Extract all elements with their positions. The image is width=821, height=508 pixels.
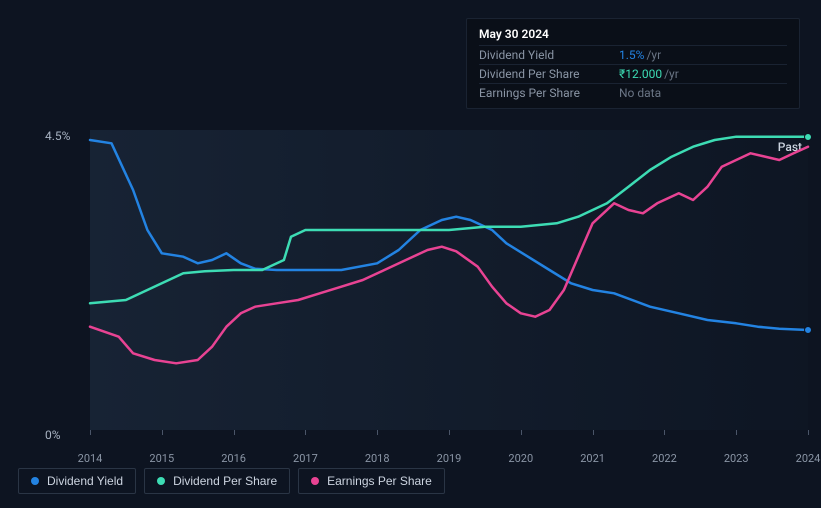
x-tick-label: 2019 [437,452,462,465]
legend-dot-icon [311,477,319,485]
legend-dot-icon [157,477,165,485]
tooltip-row-label: Dividend Per Share [479,67,619,81]
legend-label: Earnings Per Share [327,474,432,488]
x-tick-label: 2016 [221,452,246,465]
legend-label: Dividend Yield [47,474,123,488]
x-tick-label: 2017 [293,452,318,465]
legend-dot-icon [31,477,39,485]
chart-lines [90,130,808,430]
tooltip-row: Dividend Per Share₹12.000/yr [479,64,787,83]
tooltip-row-value: 1.5%/yr [619,48,787,62]
tooltip-row-value: No data [619,86,787,100]
x-tick-label: 2014 [78,452,103,465]
x-tick-label: 2015 [149,452,174,465]
tooltip-panel: May 30 2024 Dividend Yield1.5%/yrDividen… [466,18,800,109]
tooltip-row: Dividend Yield1.5%/yr [479,45,787,64]
legend-earnings-per-share[interactable]: Earnings Per Share [298,468,445,494]
y-axis-max-label: 4.5% [45,129,70,143]
x-tick-label: 2023 [724,452,749,465]
tooltip-date: May 30 2024 [479,27,787,41]
x-tick-label: 2021 [580,452,605,465]
x-tick-label: 2024 [796,452,821,465]
x-tick-label: 2020 [508,452,533,465]
plot-area[interactable]: Past [90,130,808,430]
legend-label: Dividend Per Share [173,474,277,488]
legend-dividend-yield[interactable]: Dividend Yield [18,468,136,494]
tooltip-row-label: Dividend Yield [479,48,619,62]
y-axis-min-label: 0% [45,428,61,442]
legend: Dividend Yield Dividend Per Share Earnin… [18,468,445,494]
x-tick-label: 2018 [365,452,390,465]
tooltip-row-value: ₹12.000/yr [619,67,787,81]
end-marker-dividend-yield [804,326,812,334]
x-tick-label: 2022 [652,452,677,465]
tooltip-row: Earnings Per ShareNo data [479,83,787,102]
end-marker-dividend-per-share [804,133,812,141]
legend-dividend-per-share[interactable]: Dividend Per Share [144,468,290,494]
tooltip-row-label: Earnings Per Share [479,86,619,100]
